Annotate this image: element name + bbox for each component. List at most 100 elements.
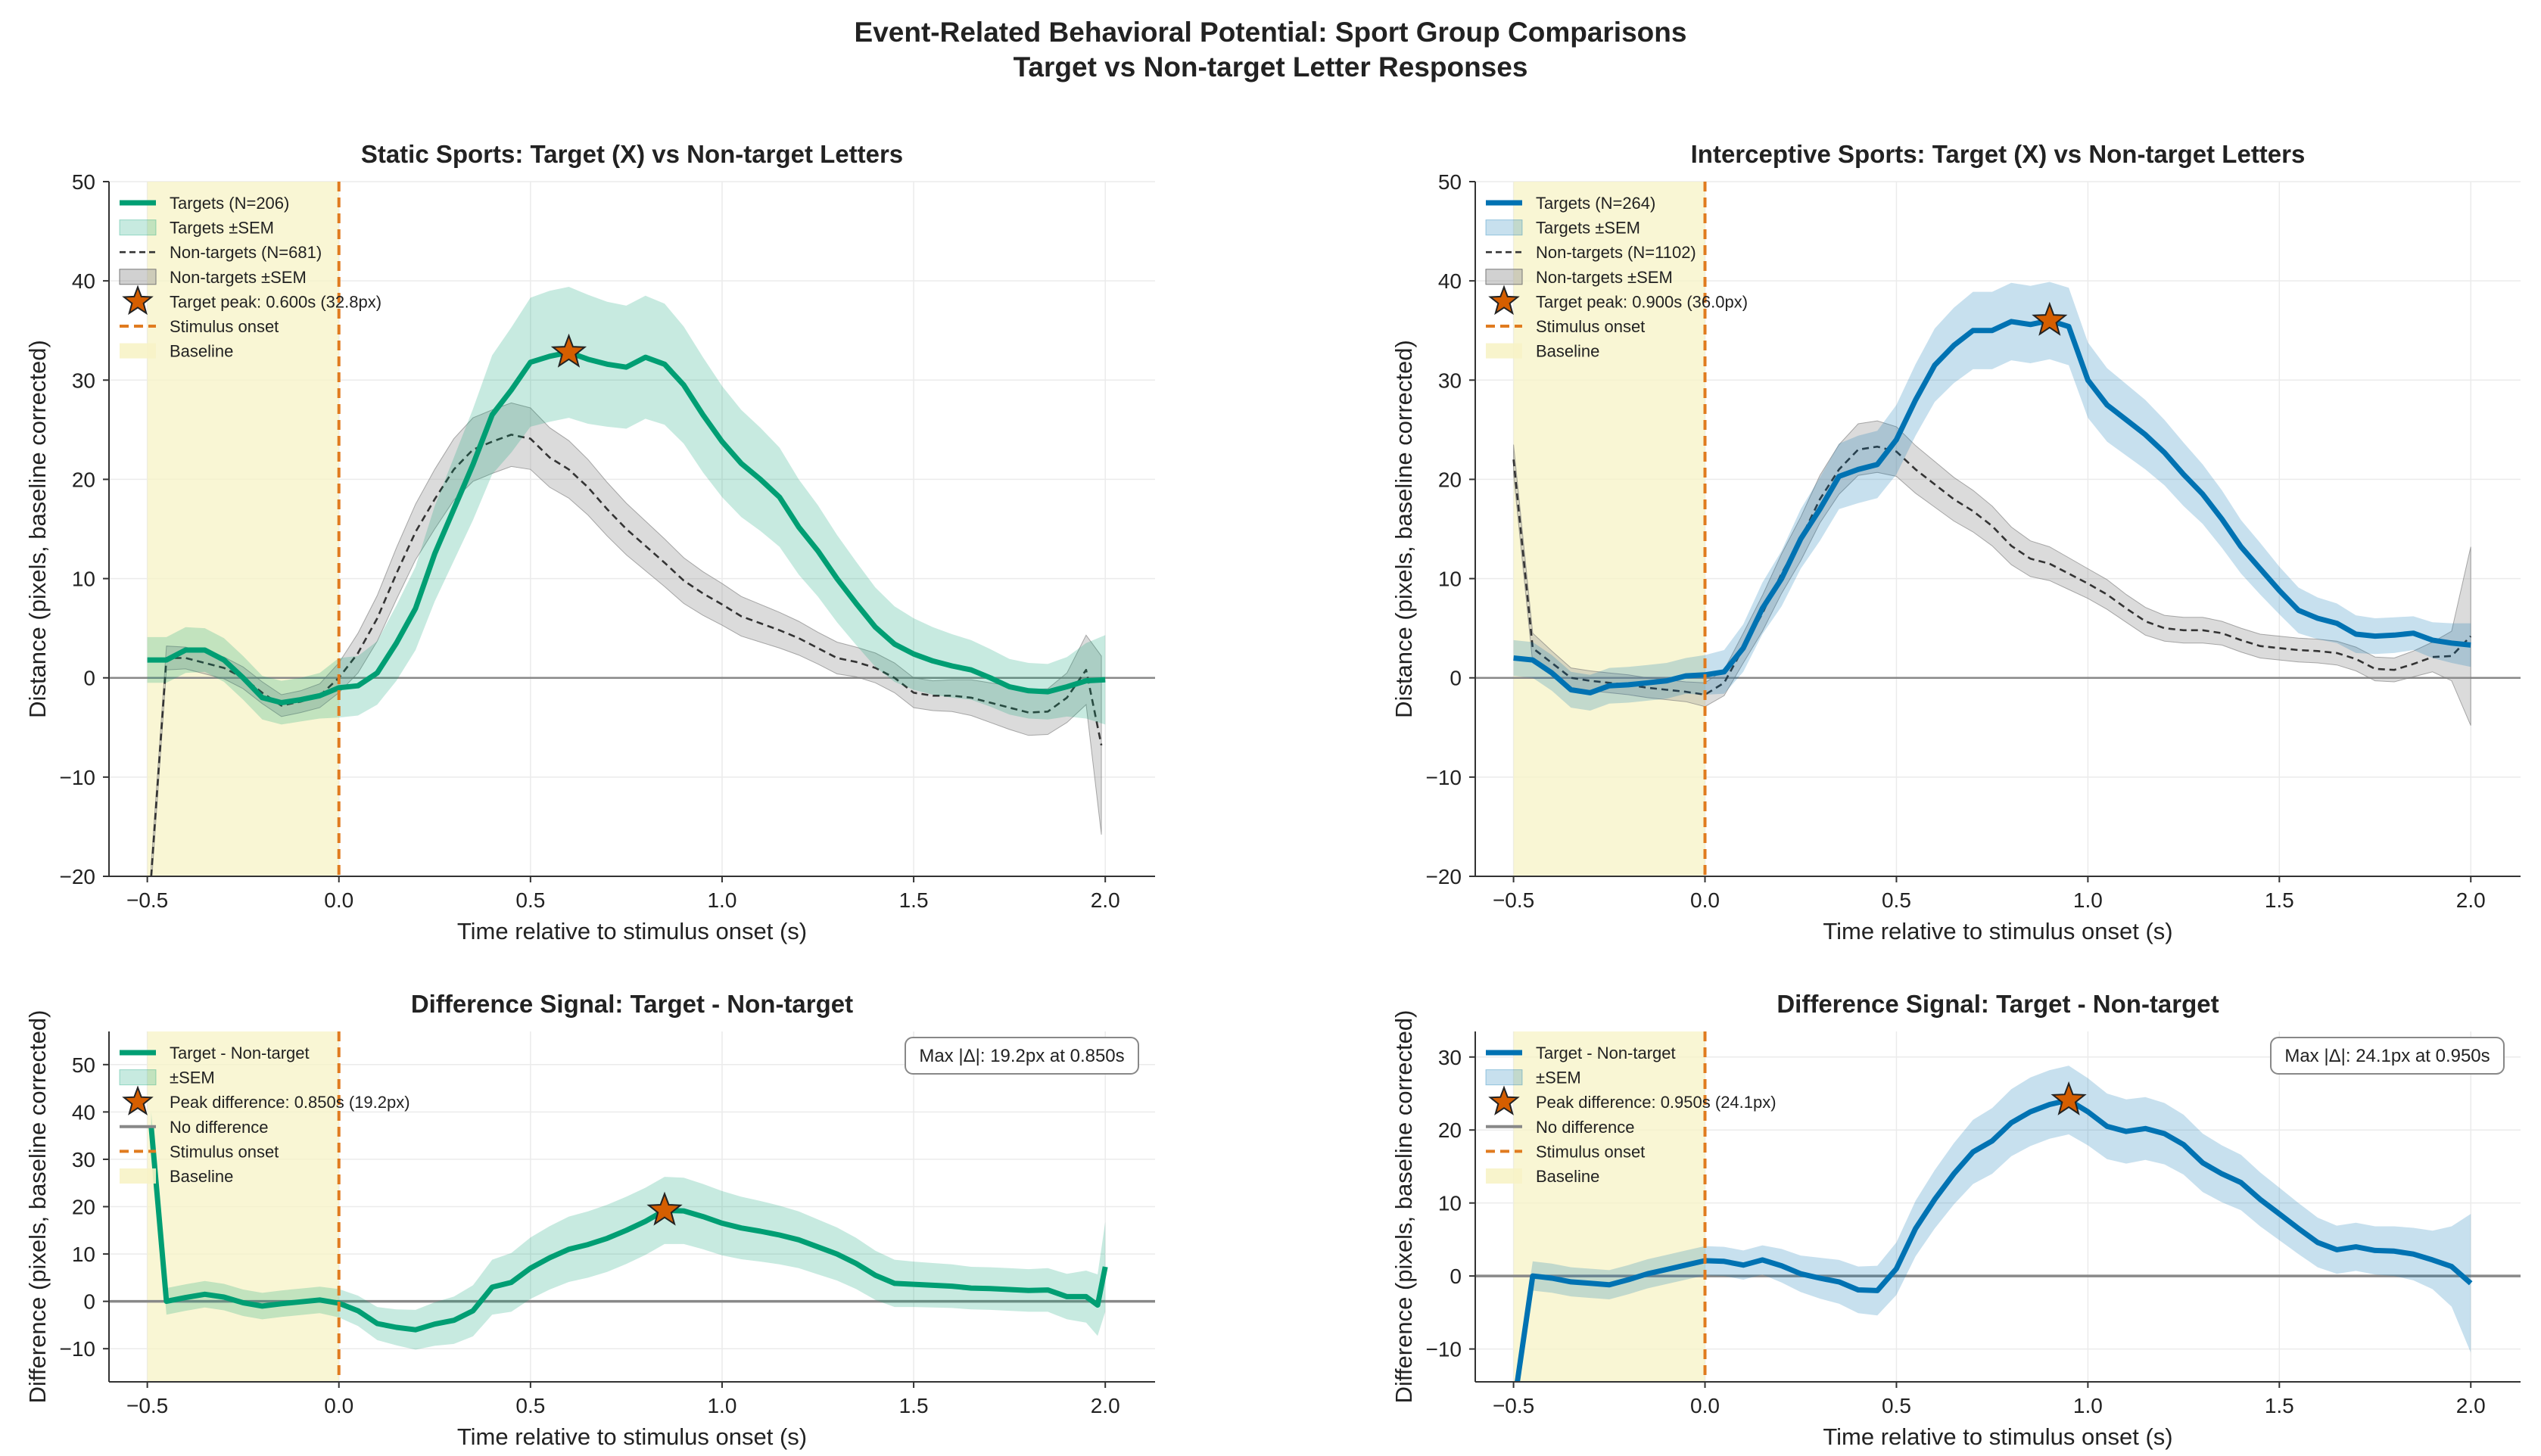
legend-handle-nontarget-band: [1485, 269, 1523, 285]
plot-area: [109, 182, 1155, 876]
peak-star-marker: [2032, 301, 2068, 336]
y-tick-label: −10: [1426, 1338, 1462, 1361]
legend-handle-nontarget-band: [119, 269, 157, 285]
legend-label: Stimulus onset: [1536, 317, 1645, 336]
x-tick-label: 2.0: [2456, 1394, 2486, 1417]
baseline-window: [1513, 1031, 1705, 1382]
y-tick-label: 30: [1438, 369, 1462, 392]
legend: Targets (N=206) Targets ±SEM Non-targets (…: [119, 194, 381, 361]
legend-handle-sem-band: [119, 1069, 157, 1086]
y-tick-label: −10: [1426, 766, 1462, 789]
legend-handle-sem-band: [1485, 219, 1523, 236]
annotation-text: Max |Δ|: 19.2px at 0.850s: [919, 1046, 1124, 1066]
legend-label: Peak difference: 0.850s (19.2px): [170, 1093, 410, 1112]
y-tick-label: −10: [60, 766, 96, 789]
x-tick-label: 0.5: [515, 888, 545, 912]
target-line: [148, 1125, 1108, 1333]
y-tick-label: 30: [72, 369, 95, 392]
legend-label: ±SEM: [170, 1069, 215, 1087]
annotation-box: [905, 1037, 1139, 1075]
peak-star-marker: [550, 333, 587, 368]
y-tick-label: 40: [72, 1100, 95, 1124]
y-tick-label: 40: [72, 269, 95, 293]
x-axis-label: Time relative to stimulus onset (s): [1823, 1423, 2172, 1450]
x-tick-label: 0.0: [324, 888, 353, 912]
legend-label: Baseline: [1536, 1167, 1599, 1186]
legend-label: Baseline: [170, 1167, 233, 1186]
chart-interceptive-main: −0.5 0.0 0.5 1.0 1.5 2.0 −20 −10 0 10 20 30 40 50 Inte…: [1390, 140, 2521, 944]
plot-area: [1475, 1031, 2521, 1382]
y-tick-label: 50: [1438, 170, 1462, 194]
x-tick-label: 0.5: [1882, 888, 1911, 912]
max-diff-annotation: Max |Δ|: 19.2px at 0.850s: [905, 1037, 1139, 1075]
x-tick-label: 1.5: [2265, 888, 2294, 912]
y-tick-label: 10: [72, 1243, 95, 1266]
nontarget-line: [150, 434, 1103, 876]
subplot-title: Difference Signal: Target - Non-target: [1777, 990, 2219, 1018]
y-tick-label: 50: [72, 170, 95, 194]
x-axis-label: Time relative to stimulus onset (s): [1823, 918, 2172, 944]
legend-label: Target peak: 0.900s (36.0px): [1536, 292, 1748, 311]
y-tick-label: 0: [1450, 667, 1462, 690]
legend-label: Peak difference: 0.950s (24.1px): [1536, 1093, 1777, 1112]
figure-title-line2: Target vs Non-target Letter Responses: [1013, 51, 1528, 82]
y-tick-label: −20: [60, 865, 96, 888]
y-tick-label: 20: [1438, 1118, 1462, 1142]
legend-handle-baseline: [120, 343, 156, 359]
plot-area: [1475, 182, 2521, 876]
x-axis-label: Time relative to stimulus onset (s): [457, 1423, 807, 1450]
legend-handle-baseline: [1486, 1168, 1522, 1184]
y-tick-label: 10: [1438, 568, 1462, 591]
legend-label: Baseline: [1536, 342, 1599, 361]
legend-label: No difference: [170, 1118, 268, 1137]
y-axis-label: Distance (pixels, baseline corrected): [1390, 340, 1417, 718]
nontarget-sem-band: [151, 402, 1102, 876]
legend-label: ±SEM: [1536, 1069, 1581, 1087]
annotation-box: [2270, 1037, 2505, 1075]
legend-label: Baseline: [170, 342, 233, 361]
legend-label: Targets (N=206): [170, 194, 289, 213]
legend-label: Stimulus onset: [170, 1142, 279, 1161]
max-diff-annotation: Max |Δ|: 24.1px at 0.950s: [2270, 1037, 2505, 1075]
y-axis-label: Distance (pixels, baseline corrected): [24, 340, 51, 718]
legend-handle-star-icon: [1488, 285, 1520, 316]
x-tick-label: −0.5: [126, 888, 168, 912]
x-tick-label: 1.0: [707, 888, 736, 912]
peak-star-marker: [646, 1191, 683, 1226]
x-tick-label: −0.5: [1493, 888, 1534, 912]
target-line: [1515, 1097, 2473, 1382]
x-tick-label: 1.5: [2265, 1394, 2294, 1417]
target-line: [1513, 318, 2471, 695]
x-tick-label: 0.5: [515, 1394, 545, 1417]
legend: Target - Non-target ±SEM Peak difference: …: [119, 1044, 410, 1186]
legend-label: Non-targets (N=681): [170, 243, 322, 262]
legend-handle-baseline: [1486, 343, 1522, 359]
y-tick-label: 10: [1438, 1192, 1462, 1215]
legend-label: Target peak: 0.600s (32.8px): [170, 292, 381, 311]
x-tick-label: 1.0: [707, 1394, 736, 1417]
figure-title-line1: Event-Related Behavioral Potential: Spor…: [854, 17, 1687, 48]
baseline-window: [147, 1031, 339, 1382]
legend-handle-star-icon: [122, 1085, 154, 1115]
x-tick-label: 0.0: [1690, 888, 1720, 912]
x-tick-label: 1.0: [2073, 1394, 2103, 1417]
legend-label: Non-targets (N=1102): [1536, 243, 1696, 262]
y-tick-label: −10: [60, 1337, 96, 1361]
legend-label: No difference: [1536, 1118, 1634, 1137]
peak-star-marker: [2051, 1081, 2087, 1115]
legend-handle-baseline: [120, 1168, 156, 1184]
legend-handle-star-icon: [122, 285, 154, 316]
x-tick-label: 1.0: [2073, 888, 2103, 912]
y-tick-label: 0: [1450, 1265, 1462, 1288]
nontarget-line: [1512, 445, 2472, 696]
x-axis-label: Time relative to stimulus onset (s): [457, 918, 807, 944]
legend: Targets (N=264) Targets ±SEM Non-targets (…: [1485, 194, 1748, 361]
plot-area: [109, 1031, 1155, 1382]
x-tick-label: −0.5: [1493, 1394, 1534, 1417]
x-tick-label: 2.0: [1091, 888, 1120, 912]
x-tick-label: 0.0: [324, 1394, 353, 1417]
y-tick-label: 20: [1438, 468, 1462, 491]
target-line: [147, 350, 1106, 705]
target-sem-band: [1517, 1066, 2471, 1382]
subplot-title: Interceptive Sports: Target (X) vs Non-t…: [1691, 140, 2306, 168]
